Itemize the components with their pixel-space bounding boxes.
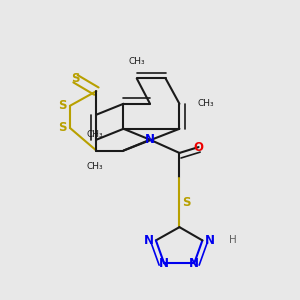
- Text: S: S: [58, 122, 67, 134]
- Text: N: N: [189, 257, 199, 270]
- Text: O: O: [194, 141, 204, 154]
- Text: S: S: [58, 99, 67, 112]
- Text: CH₃: CH₃: [128, 57, 145, 66]
- Text: H: H: [230, 236, 237, 245]
- Text: CH₃: CH₃: [87, 130, 103, 140]
- Text: N: N: [205, 234, 215, 247]
- Text: S: S: [183, 196, 191, 208]
- Text: N: N: [143, 234, 154, 247]
- Text: N: N: [145, 133, 155, 146]
- Text: CH₃: CH₃: [197, 99, 214, 108]
- Text: N: N: [159, 257, 169, 270]
- Text: CH₃: CH₃: [87, 162, 103, 171]
- Text: S: S: [71, 72, 80, 85]
